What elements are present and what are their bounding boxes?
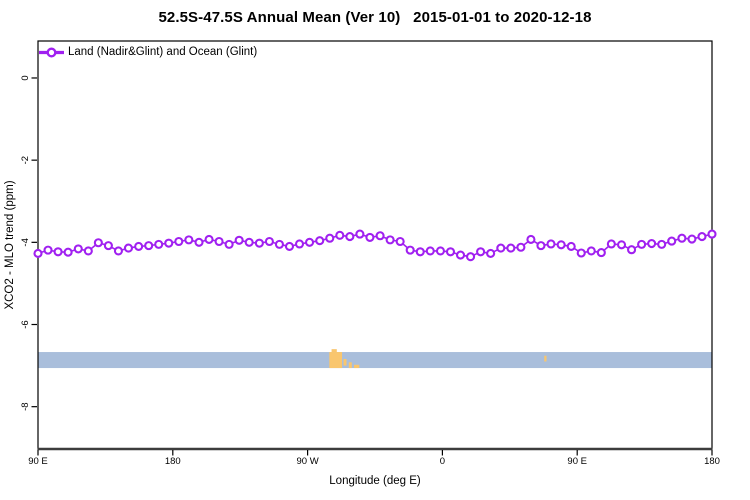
data-point [63,247,73,257]
data-point [365,232,375,242]
data-point [345,232,355,242]
data-point [395,236,405,247]
data-point [627,245,637,255]
data-point [294,239,305,249]
data-point [385,235,395,245]
x-tick-label: 180 [165,456,181,467]
x-tick-label: 90 W [297,456,319,467]
data-point [174,236,184,247]
data-point [476,247,486,257]
data-point [496,243,506,253]
data-point [164,238,174,248]
data-point [355,229,365,239]
y-tick-label: -4 [20,238,31,246]
data-point [315,236,325,246]
x-tick-label: 90 E [28,456,48,467]
x-tick-label: 180 [704,456,720,467]
data-point [677,233,687,243]
x-tick-label: 0 [440,456,445,467]
data-point [687,234,697,244]
land-band-mark [544,355,547,362]
data-point [194,237,204,247]
data-point [325,233,335,243]
legend-marker-point [46,47,57,58]
data-point [335,230,345,240]
data-point [375,231,385,241]
data-point [154,239,164,249]
data-point [516,242,526,252]
data-point [224,239,234,249]
land-band-mark [354,364,360,369]
data-point [184,235,194,245]
data-point [566,241,576,251]
data-point [134,241,144,251]
land-band-mark [329,352,343,369]
y-tick-label: 0 [20,75,31,80]
data-point [43,245,53,255]
data-point [113,246,123,256]
land-band-mark [331,349,337,353]
data-point [596,248,606,258]
data-point [466,252,476,262]
data-point [637,239,647,249]
data-point [234,235,244,245]
data-point [657,239,667,249]
data-point [144,241,154,251]
ocean-band [38,352,712,369]
data-point [274,239,284,249]
data-point [486,248,496,258]
data-point [455,250,466,260]
data-point [425,246,435,256]
data-point [33,248,43,258]
data-point [284,241,295,251]
data-point [204,234,214,245]
legend-label: Land (Nadir&Glint) and Ocean (Glint) [68,46,258,58]
data-point [123,243,134,253]
data-point [103,241,113,251]
data-point [445,247,456,257]
data-point [415,247,425,257]
y-tick-label: -8 [20,402,31,410]
y-axis-label: XCO2 - MLO trend (ppm) [4,180,16,310]
data-point [536,241,546,251]
data-point [506,243,516,253]
data-point [667,236,677,246]
data-point [93,238,103,248]
data-point [586,246,596,256]
data-point [616,240,627,250]
data-point [83,246,93,256]
data-point [546,239,556,249]
data-point [304,237,315,247]
data-point [244,237,254,247]
data-point [647,239,657,249]
data-point [576,248,586,258]
data-point [264,236,274,247]
land-band-mark [343,359,347,366]
data-point [526,234,536,245]
data-point [707,229,717,239]
chart-title: 52.5S-47.5S Annual Mean (Ver 10) 2015-01… [158,9,592,26]
x-tick-label: 90 E [567,456,587,467]
data-point [254,238,264,248]
data-point [214,236,224,247]
data-point [697,232,707,242]
data-point [73,244,83,254]
data-point [435,246,446,256]
data-point [606,239,616,249]
data-point [556,240,566,250]
y-tick-label: -2 [20,156,31,164]
data-point [53,247,63,257]
x-axis-label: Longitude (deg E) [329,475,421,487]
y-tick-label: -6 [20,320,31,328]
data-point [405,245,415,255]
land-band-mark [348,362,352,369]
